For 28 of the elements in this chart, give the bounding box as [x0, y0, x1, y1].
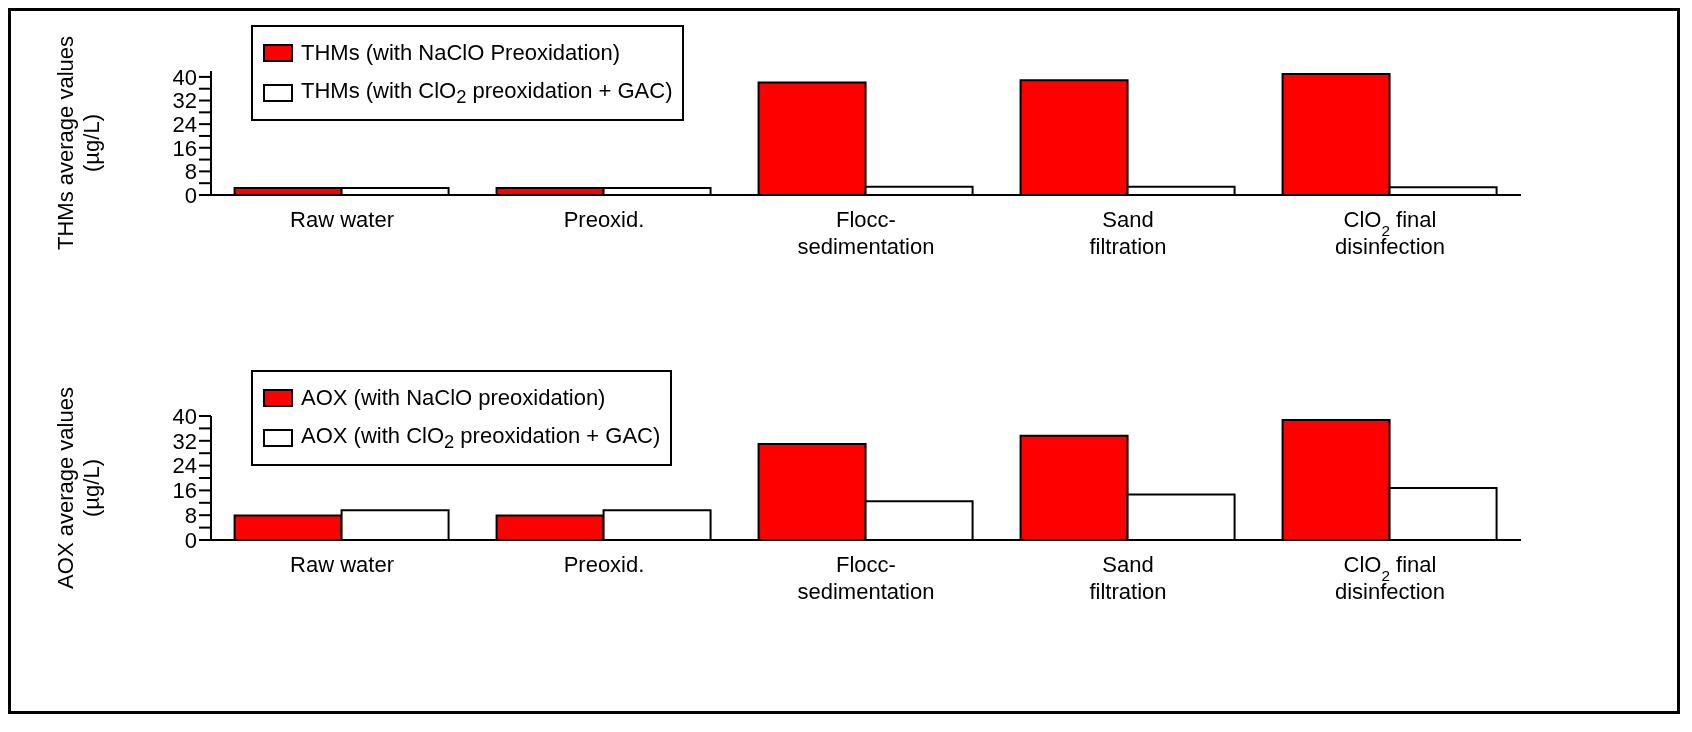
legend-label: THMs (with NaClO Preoxidation): [301, 40, 621, 66]
legend-label: THMs (with ClO$_{2}$ preoxidation + GAC): [301, 77, 673, 109]
x-tick-label: Raw water: [290, 552, 394, 577]
x-tick-label: ClO$_{2}$ final disinfection: [1334, 552, 1446, 604]
y-tick-label: 24: [172, 111, 197, 137]
legend-label: AOX (with NaClO preoxidation): [301, 385, 606, 411]
y-axis-title: AOX average values (µg/L): [53, 387, 104, 589]
x-tick-label: ClO$_{2}$ final disinfection: [1334, 207, 1446, 259]
y-tick-label: 16: [172, 478, 197, 504]
x-tick-label: Sand filtration: [1089, 207, 1167, 259]
y-tick-label: 40: [172, 403, 197, 429]
y-tick-label: 24: [172, 453, 197, 479]
y-tick-label: 0: [184, 527, 197, 553]
x-tick-label: Sand filtration: [1089, 552, 1167, 604]
legend-label: AOX (with ClO$_{2}$ preoxidation + GAC): [301, 422, 661, 454]
y-tick-label: 32: [172, 88, 197, 114]
y-tick-label: 0: [184, 182, 197, 208]
y-axis-title: THMs average values (µg/L): [53, 36, 104, 250]
y-tick-label: 16: [172, 135, 197, 161]
x-tick-label: Flocc- sedimentation: [797, 207, 935, 259]
x-tick-label: Raw water: [290, 207, 394, 232]
x-tick-label: Flocc- sedimentation: [797, 552, 935, 604]
y-tick-label: 32: [172, 428, 197, 454]
y-tick-label: 8: [184, 159, 197, 185]
x-tick-label: Preoxid.: [563, 552, 645, 577]
y-tick-label: 40: [172, 64, 197, 90]
x-tick-label: Preoxid.: [563, 207, 645, 232]
y-tick-label: 8: [184, 503, 197, 529]
